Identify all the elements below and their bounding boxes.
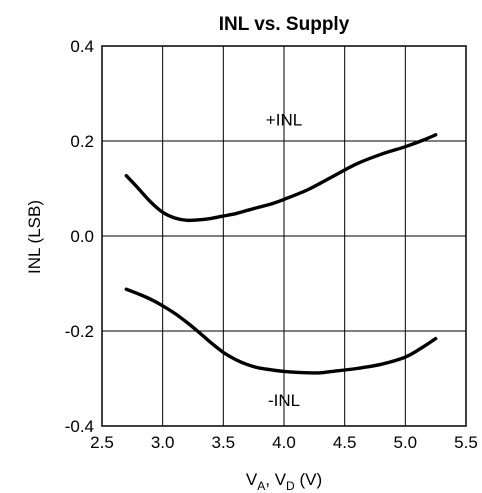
x-tick-label: 3.0: [151, 433, 175, 452]
y-tick-label: -0.4: [65, 417, 94, 436]
x-tick-label: 4.0: [272, 433, 296, 452]
x-tick-label: 5.5: [454, 433, 478, 452]
plus-inl-label: +INL: [266, 111, 302, 130]
annotations: +INL -INL: [266, 111, 302, 410]
y-tick-label: 0.0: [70, 227, 94, 246]
x-axis-label-base: V: [246, 470, 258, 489]
x-axis-label-unit: (V): [295, 470, 322, 489]
x-tick-label: 3.5: [212, 433, 236, 452]
grid: [102, 46, 466, 426]
curves: [124, 133, 438, 375]
x-tick-label: 2.5: [90, 433, 114, 452]
x-axis-label-mid: , V: [265, 470, 286, 489]
x-axis-label: VA, VD (V): [246, 470, 322, 493]
x-axis-label-sub-a: A: [257, 479, 265, 493]
plus-inl-line: [124, 133, 438, 223]
minus-inl-line: [124, 287, 438, 375]
x-axis-label-sub-d: D: [286, 479, 295, 493]
y-tick-label: 0.4: [70, 37, 94, 56]
chart-title: INL vs. Supply: [219, 14, 350, 35]
x-tick-label: 4.5: [333, 433, 357, 452]
y-tick-label: -0.2: [65, 322, 94, 341]
y-axis-label: INL (LSB): [25, 200, 44, 274]
tick-labels: 2.5 3.0 3.5 4.0 4.5 5.0 5.5 0.4 0.2 0.0 -0.2 -0.4: [65, 37, 478, 452]
minus-inl-label: -INL: [268, 391, 300, 410]
x-tick-label: 5.0: [394, 433, 418, 452]
y-tick-label: 0.2: [70, 132, 94, 151]
plot-frame: [101, 45, 467, 427]
